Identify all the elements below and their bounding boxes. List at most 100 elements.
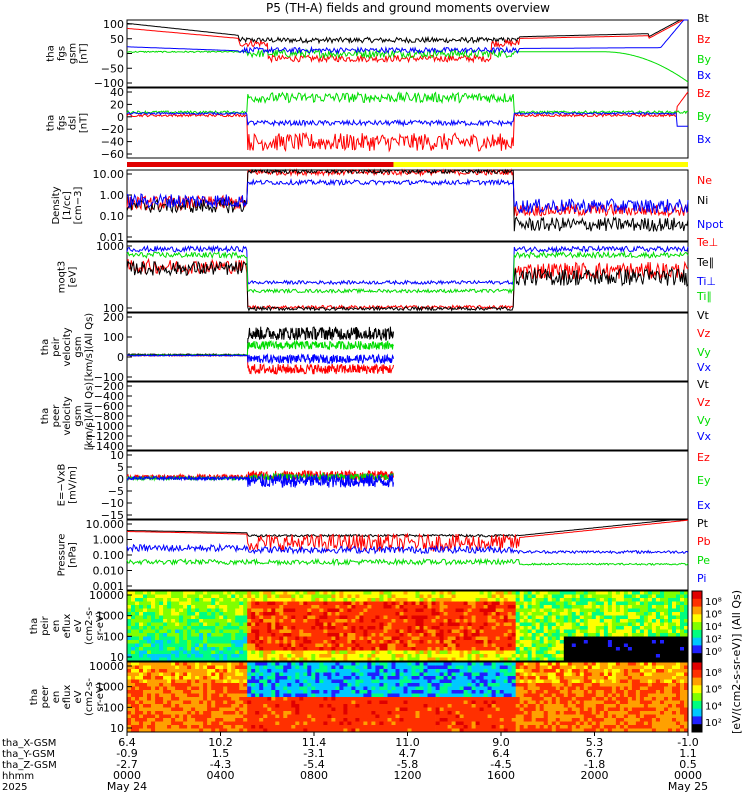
spectrogram-cell (407, 657, 412, 662)
spectrogram-cell (383, 643, 388, 648)
spectrogram-cell (467, 647, 472, 651)
spectrogram-cell (235, 711, 240, 715)
spectrogram-cell (519, 704, 525, 708)
spectrogram-cell (595, 640, 601, 644)
spectrogram-cell (351, 643, 356, 648)
spectrogram-cell (315, 657, 320, 662)
spectrogram-cell (467, 711, 472, 715)
spectrogram-cell (399, 676, 404, 680)
spectrogram-cell (207, 728, 212, 733)
spectrogram-cell (583, 626, 589, 630)
spectrogram-cell (127, 690, 132, 694)
spectrogram-cell (251, 640, 256, 644)
spectrogram-cell (367, 619, 372, 623)
spectrogram-cell (479, 647, 484, 651)
spectrogram-cell (439, 711, 444, 715)
spectrogram-cell (567, 636, 573, 641)
spectrogram-cell (199, 662, 204, 666)
spectrogram-cell (355, 683, 360, 687)
spectrogram-cell (351, 608, 356, 613)
spectrogram-cell (471, 665, 476, 670)
spectrogram-cell (651, 647, 657, 651)
spectrogram-cell (183, 650, 188, 655)
spectrogram-cell (351, 598, 356, 602)
spectrogram-cell (507, 707, 513, 712)
y-axis-label: tha (40, 408, 51, 424)
spectrogram-cell (143, 700, 148, 705)
spectrogram-cell (543, 629, 549, 634)
spectrogram-cell (327, 707, 332, 712)
spectrogram-cell (615, 594, 621, 599)
spectrogram-cell (483, 669, 488, 673)
spectrogram-cell (159, 608, 164, 613)
spectrogram-cell (195, 676, 200, 680)
spectrogram-cell (171, 700, 176, 705)
spectrogram-cell (283, 640, 288, 644)
spectrogram-cell (668, 591, 673, 595)
spectrogram-cell (167, 640, 172, 644)
spectrogram-cell (263, 697, 268, 701)
spectrogram-cell (547, 650, 553, 655)
spectrogram-cell (503, 707, 509, 712)
spectrogram-cell (359, 608, 364, 613)
spectrogram-cell (167, 672, 172, 677)
spectrogram-cell (319, 622, 324, 627)
spectrogram-cell (419, 633, 424, 637)
spectrogram-cell (259, 608, 264, 613)
spectrogram-cell (135, 700, 140, 705)
spectrogram-cell (487, 690, 492, 694)
spectrogram-cell (479, 676, 484, 680)
spectrogram-cell (283, 690, 288, 694)
spectrogram-cell (283, 686, 288, 691)
spectrogram-cell (267, 718, 272, 722)
spectrogram-cell (483, 707, 488, 712)
spectrogram-cell (431, 650, 436, 655)
spectrogram-cell (127, 615, 132, 620)
spectrogram-cell (607, 654, 613, 658)
spectrogram-cell (595, 619, 601, 623)
spectrogram-cell (375, 601, 380, 606)
spectrogram-cell (299, 615, 304, 620)
spectrogram-cell (483, 594, 488, 599)
spectrogram-cell (275, 728, 280, 733)
spectrogram-cell (167, 636, 172, 641)
spectrogram-cell (171, 690, 176, 694)
spectrogram-cell (439, 626, 444, 630)
spectrogram-cell (219, 697, 224, 701)
spectrogram-cell (375, 669, 380, 673)
spectrogram-cell (355, 615, 360, 620)
spectrogram-cell (676, 636, 681, 641)
spectrogram-cell (283, 683, 288, 687)
spectrogram-cell (371, 636, 376, 641)
spectrogram-cell (339, 608, 344, 613)
spectrogram-cell (676, 629, 681, 634)
legend-bx: Bx (697, 69, 712, 82)
spectrogram-cell (271, 711, 276, 715)
spectrogram-cell (347, 619, 352, 623)
spectrogram-cell (495, 718, 501, 722)
spectrogram-cell (455, 643, 460, 648)
spectrogram-cell (451, 598, 456, 602)
spectrogram-cell (351, 711, 356, 715)
spectrogram-cell (539, 657, 545, 662)
spectrogram-cell (439, 591, 444, 595)
spectrogram-cell (447, 665, 452, 670)
spectrogram-cell (379, 714, 384, 719)
spectrogram-cell (127, 657, 132, 662)
spectrogram-cell (223, 665, 228, 670)
spectrogram-cell (475, 714, 480, 719)
spectrogram-cell (371, 707, 376, 712)
spectrogram-cell (519, 683, 525, 687)
spectrogram-cell (215, 654, 220, 658)
spectrogram-cell (199, 626, 204, 630)
spectrogram-cell (283, 704, 288, 708)
spectrogram-cell (359, 601, 364, 606)
spectrogram-cell (171, 650, 176, 655)
spectrogram-cell (271, 690, 276, 694)
legend-vx: Vx (697, 430, 712, 443)
spectrogram-cell (339, 662, 344, 666)
spectrogram-cell (664, 633, 669, 637)
spectrogram-cell (303, 683, 308, 687)
spectrogram-cell (391, 650, 396, 655)
spectrogram-cell (395, 640, 400, 644)
